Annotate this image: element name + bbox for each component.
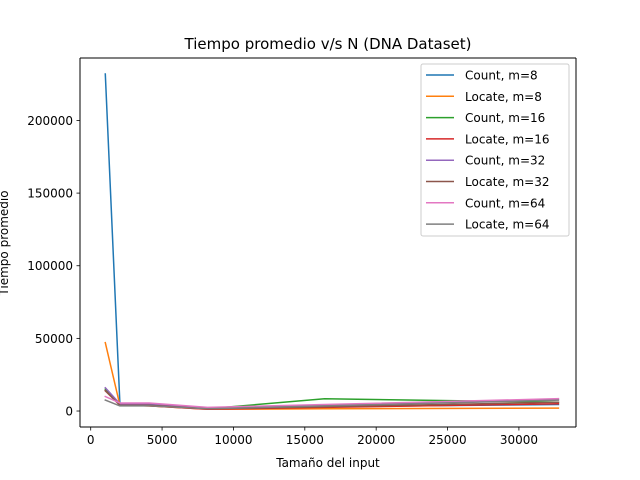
series-layer — [104, 73, 560, 411]
x-tick-label: 20000 — [357, 433, 395, 447]
legend-label: Locate, m=8 — [465, 90, 542, 104]
x-tick-label: 0 — [87, 433, 95, 447]
legend-item: Count, m=16 — [426, 111, 545, 125]
legend-item: Count, m=64 — [426, 196, 545, 210]
legend: Count, m=8 Locate, m=8 Count, m=16 Locate, … — [420, 63, 570, 237]
y-tick-label: 150000 — [27, 187, 73, 201]
legend-label: Locate, m=64 — [465, 218, 550, 232]
x-tick-label: 30000 — [500, 433, 538, 447]
x-tick-label: 10000 — [214, 433, 252, 447]
series-line-locate-m-64 — [104, 399, 560, 410]
x-tick-label: 15000 — [286, 433, 324, 447]
y-tick-label: 200000 — [27, 114, 73, 128]
legend-label: Count, m=16 — [465, 111, 545, 125]
y-tick-label: 100000 — [27, 259, 73, 273]
legend-label: Count, m=32 — [465, 154, 545, 168]
axes-frame — [79, 57, 577, 428]
x-axis-ticks: 0 5000 10000 15000 20000 25000 30000 — [87, 427, 538, 447]
legend-label: Locate, m=32 — [465, 175, 550, 189]
legend-label: Count, m=64 — [465, 196, 545, 210]
legend-item: Count, m=32 — [426, 154, 545, 168]
legend-item: Count, m=8 — [426, 69, 538, 83]
x-tick-label: 5000 — [147, 433, 178, 447]
series-line-count-m-64 — [104, 395, 560, 409]
y-axis-label: Tiempo promedio — [0, 190, 11, 296]
y-tick-label: 0 — [65, 405, 73, 419]
y-tick-label: 50000 — [35, 332, 73, 346]
x-axis-label: Tamaño del input — [275, 456, 380, 470]
x-tick-label: 25000 — [428, 433, 466, 447]
legend-label: Count, m=8 — [465, 69, 538, 83]
legend-item: Locate, m=8 — [426, 90, 542, 104]
legend-box — [420, 63, 570, 237]
legend-label: Locate, m=16 — [465, 132, 550, 146]
chart-title: Tiempo promedio v/s N (DNA Dataset) — [184, 35, 472, 53]
legend-item: Locate, m=64 — [426, 218, 550, 232]
legend-item: Locate, m=16 — [426, 132, 550, 146]
y-axis-ticks: 0 50000 100000 150000 200000 — [27, 114, 80, 419]
legend-item: Locate, m=32 — [426, 175, 550, 189]
